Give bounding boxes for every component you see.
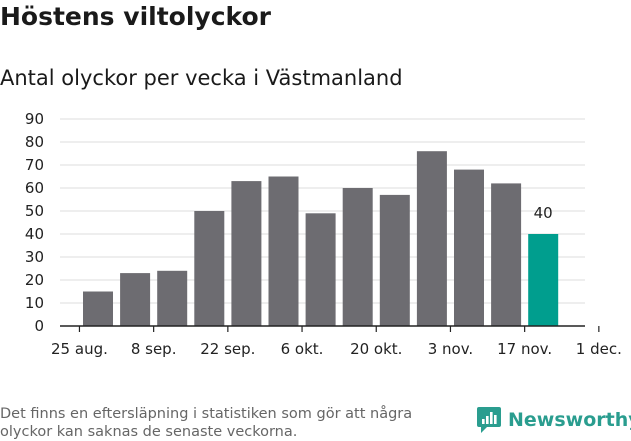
bar (157, 270, 188, 326)
chart-title: Höstens viltolyckor (0, 2, 271, 31)
x-tick-label: 6 okt. (281, 340, 324, 358)
y-tick-label: 20 (25, 271, 44, 289)
y-tick-label: 0 (34, 317, 44, 335)
bar-highlight (528, 234, 559, 326)
y-tick-label: 50 (25, 202, 44, 220)
bar (194, 211, 225, 326)
bar-chart: 0 10 20 30 40 50 60 70 80 90 25 aug. 8 sep. 22 sep.… (25, 110, 622, 358)
y-tick-label: 60 (25, 179, 44, 197)
y-tick-label: 70 (25, 156, 44, 174)
highlight-value-label: 40 (534, 204, 553, 222)
x-tick-label: 3 nov. (428, 340, 473, 358)
y-tick-label: 90 (25, 110, 44, 128)
bar (268, 176, 299, 326)
chart-subtitle: Antal olyckor per vecka i Västmanland (0, 66, 403, 90)
bar (120, 273, 151, 326)
x-tick-label: 22 sep. (200, 340, 255, 358)
x-tick-label: 20 okt. (350, 340, 402, 358)
bar (83, 291, 113, 326)
bar (342, 188, 373, 326)
bar (491, 183, 522, 326)
brand-logo: Newsworthy (476, 406, 631, 434)
x-tick-label: 25 aug. (51, 340, 108, 358)
y-tick-label: 10 (25, 294, 44, 312)
newsworthy-logo-icon (477, 407, 501, 433)
y-tick-label: 40 (25, 225, 44, 243)
footnote: Det finns en eftersläpning i statistiken… (0, 406, 413, 440)
bar (416, 151, 447, 326)
x-tick-label: 8 sep. (131, 340, 177, 358)
y-tick-label: 30 (25, 248, 44, 266)
bar (454, 169, 484, 326)
x-tick-label: 1 dec. (576, 340, 622, 358)
bar (231, 181, 262, 326)
bar (379, 194, 410, 326)
bars (83, 151, 559, 326)
x-tick-label: 17 nov. (497, 340, 552, 358)
data-labels: 40 (534, 204, 553, 222)
bar (305, 213, 336, 326)
brand-name: Newsworthy (508, 409, 631, 431)
y-tick-label: 80 (25, 133, 44, 151)
y-axis-ticks: 0 10 20 30 40 50 60 70 80 90 (25, 110, 44, 335)
x-axis: 25 aug. 8 sep. 22 sep. 6 okt. 20 okt. 3 nov. 1… (51, 325, 622, 358)
